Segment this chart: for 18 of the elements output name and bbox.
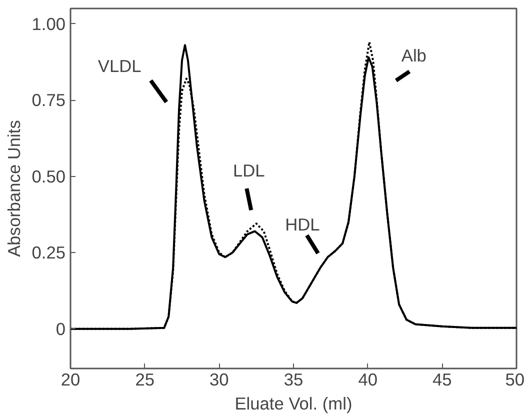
y-tick-label: 1.00 — [32, 14, 66, 34]
x-tick-label: 40 — [358, 370, 378, 390]
x-axis-title: Eluate Vol. (ml) — [234, 394, 352, 414]
x-tick-label: 20 — [60, 370, 80, 390]
annotation: LDL — [233, 160, 266, 180]
x-tick-label: 35 — [284, 370, 304, 390]
y-tick-label: 0.75 — [32, 90, 66, 110]
x-tick-label: 25 — [135, 370, 154, 390]
x-tick-label: 45 — [432, 370, 452, 390]
y-tick-label: 0.50 — [32, 166, 66, 186]
y-tick-label: 0 — [56, 318, 66, 339]
y-tick-label: 0.25 — [32, 242, 66, 263]
x-tick-label: 50 — [505, 370, 524, 390]
y-axis-title: Absorbance Units — [4, 120, 24, 257]
annotation: HDL — [285, 214, 320, 234]
annotation: Alb — [401, 45, 426, 66]
x-tick-label: 30 — [210, 370, 229, 390]
annotation: VLDL — [98, 56, 142, 76]
